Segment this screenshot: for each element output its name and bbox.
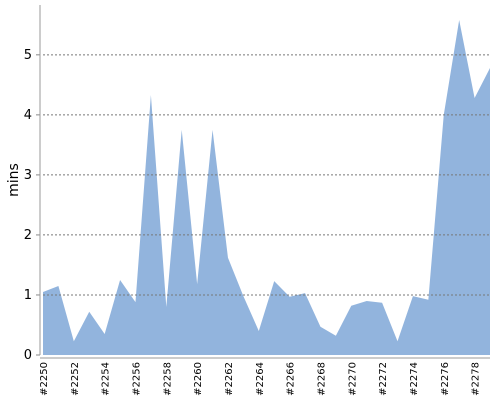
x-tick-label: #2266 (286, 362, 297, 396)
x-tick-label: #2274 (409, 362, 420, 396)
x-tick-label: #2268 (316, 362, 327, 396)
y-tick-label: 4 (24, 108, 32, 123)
x-tick-label: #2258 (162, 362, 173, 396)
x-tick-label: #2276 (440, 362, 451, 396)
x-tick-label: #2250 (39, 362, 50, 396)
y-tick-label: 2 (24, 228, 32, 243)
y-tick-label: 5 (24, 48, 32, 63)
x-tick-label: #2252 (70, 362, 81, 396)
x-tick-label: #2256 (131, 362, 142, 396)
x-tick-label: #2272 (378, 362, 389, 396)
x-tick-label: #2260 (193, 362, 204, 396)
y-tick-label: 3 (24, 168, 32, 183)
x-tick-label: #2262 (224, 362, 235, 396)
x-tick-label: #2278 (471, 362, 482, 396)
x-tick-label: #2254 (101, 362, 112, 396)
area (43, 20, 490, 355)
x-tick-label: #2264 (255, 362, 266, 396)
y-axis-label: mins (6, 163, 22, 197)
y-tick-label: 0 (24, 348, 32, 363)
y-tick-label: 1 (24, 288, 32, 303)
x-tick-label: #2270 (347, 362, 358, 396)
